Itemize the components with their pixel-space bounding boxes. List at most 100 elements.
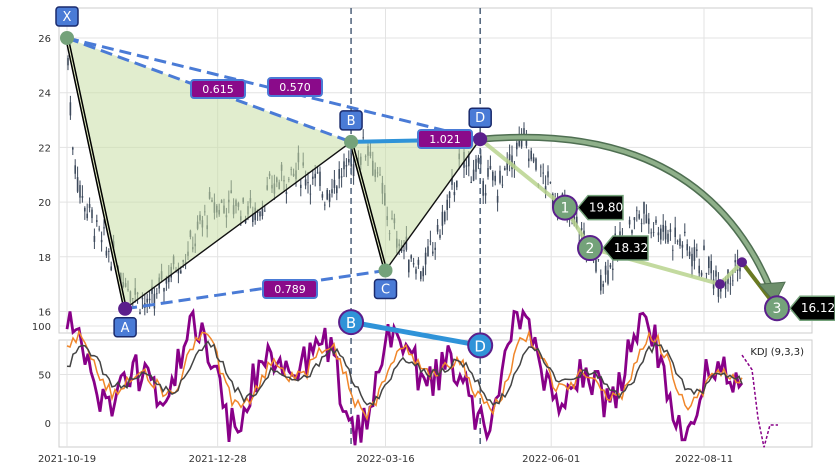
x-tick-label: 2022-08-11 xyxy=(675,454,733,465)
candle-body xyxy=(168,274,170,283)
candle-body xyxy=(340,176,343,178)
candle-body xyxy=(643,201,645,214)
candle-body xyxy=(475,159,477,172)
candle-body xyxy=(532,157,535,162)
harmonic-pattern xyxy=(60,8,786,447)
candle-body xyxy=(595,259,597,272)
candle-body xyxy=(705,273,708,274)
candle-body xyxy=(652,231,655,233)
candle-body xyxy=(676,240,679,242)
candle-body xyxy=(612,268,614,271)
candle-body xyxy=(472,169,475,181)
candle-body xyxy=(96,220,98,222)
candle-body xyxy=(657,232,660,236)
candle-body xyxy=(453,191,456,196)
candle-body xyxy=(516,142,518,150)
candle-body xyxy=(528,158,530,162)
target-circle xyxy=(552,194,578,221)
ratio-label: 1.021 xyxy=(429,133,461,146)
candle-body xyxy=(352,164,355,177)
candle-body xyxy=(244,219,247,223)
candle-body xyxy=(408,259,410,273)
candle-body xyxy=(504,168,506,171)
candle-body xyxy=(720,287,722,292)
point-label: C xyxy=(381,282,390,297)
annotations: X A B C D 0.615 0.570 1.021 0.789 1 19.80 2 18.32 3 16… xyxy=(55,6,835,359)
candle-body xyxy=(650,232,652,234)
x-tick-label: 2021-10-19 xyxy=(38,454,96,465)
point-label-box xyxy=(468,107,492,128)
candle-body xyxy=(417,259,420,265)
target-value-box xyxy=(602,235,649,261)
candle-body xyxy=(628,219,631,225)
candle-body xyxy=(508,154,511,161)
candle-body xyxy=(429,240,432,242)
kdj-j-line xyxy=(65,307,744,446)
leg-cd xyxy=(384,138,481,271)
candle-body xyxy=(72,147,74,150)
candle-body xyxy=(499,170,501,183)
point-label: X xyxy=(63,10,72,25)
candle-body xyxy=(540,166,542,168)
candle-body xyxy=(446,199,448,210)
candle-body xyxy=(698,265,700,274)
kdj-divergence-label: D xyxy=(474,337,486,355)
candle-body xyxy=(604,265,607,275)
candle-body xyxy=(410,255,412,259)
kdj-y-tick-label: 50 xyxy=(38,371,51,382)
candle-body xyxy=(328,193,331,202)
candle-body xyxy=(309,193,312,195)
candle-body xyxy=(98,228,100,230)
candle-body xyxy=(729,283,732,285)
candle-body xyxy=(139,312,141,315)
kdj-indicator-label: KDJ (9,3,3) xyxy=(750,347,804,358)
point-d-marker xyxy=(473,132,488,147)
candle-body xyxy=(67,58,69,66)
candle-body xyxy=(631,230,633,234)
candle-body xyxy=(261,208,264,217)
candle-body xyxy=(331,189,333,194)
target-circle xyxy=(577,235,603,262)
candle-body xyxy=(456,180,458,188)
candle-body xyxy=(110,266,112,271)
candle-body xyxy=(79,185,81,198)
candle-body xyxy=(664,225,667,240)
candle-body xyxy=(684,231,686,234)
candle-body xyxy=(506,161,508,170)
candle-body xyxy=(300,184,302,188)
candle-body xyxy=(434,247,436,250)
candle-body xyxy=(285,192,288,195)
candle-body xyxy=(343,161,345,170)
candle-body xyxy=(576,216,578,229)
candle-body xyxy=(316,172,319,174)
point-b-marker xyxy=(344,134,359,149)
candle-body xyxy=(662,224,664,232)
kdj-divergence-marker xyxy=(467,332,494,359)
candle-body xyxy=(669,229,672,233)
candle-body xyxy=(708,257,710,269)
target-value: 18.32 xyxy=(614,241,648,255)
kdj-lines xyxy=(65,307,778,448)
candle-body xyxy=(494,175,496,182)
candle-body xyxy=(465,165,468,167)
candle-body xyxy=(530,150,532,160)
candle-body xyxy=(326,189,328,200)
candle-body xyxy=(422,267,424,277)
candle-body xyxy=(348,159,350,163)
candle-body xyxy=(163,288,165,292)
kdj-d-line xyxy=(66,340,743,407)
xab-fill xyxy=(67,38,352,309)
candle-body xyxy=(681,244,684,248)
candle-body xyxy=(580,228,583,230)
candle-body xyxy=(105,250,108,256)
y-tick-label: 26 xyxy=(38,34,51,45)
target-number: 2 xyxy=(586,241,595,257)
candle-body xyxy=(552,193,554,208)
candle-body xyxy=(319,171,321,187)
candle-body xyxy=(648,218,650,225)
point-label-box xyxy=(55,6,79,27)
y-tick-label: 22 xyxy=(38,143,51,154)
point-c-marker xyxy=(378,263,393,278)
candle-body xyxy=(477,157,480,163)
